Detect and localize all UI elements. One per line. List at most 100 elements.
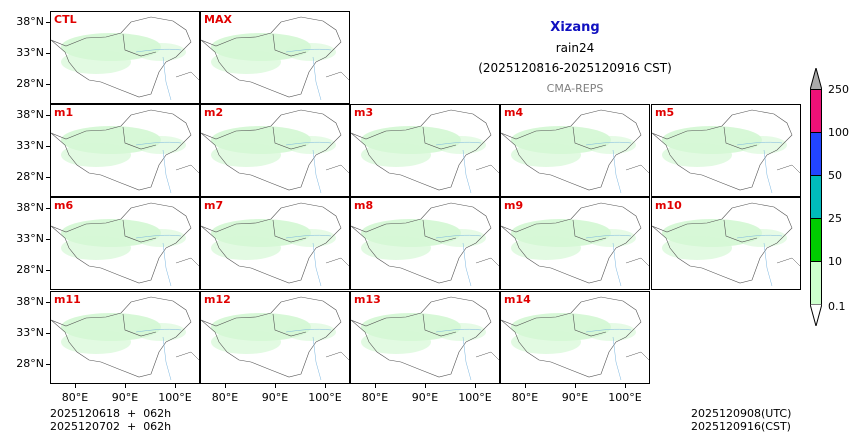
y-tick-mark: [46, 270, 50, 271]
map-panel: m14: [500, 291, 650, 384]
colorbar-segment-50-100: [810, 132, 822, 176]
x-tick-label: 100°E: [158, 391, 192, 404]
x-tick-mark: [125, 384, 126, 388]
x-tick-mark: [325, 384, 326, 388]
y-tick-label: 28°N: [16, 357, 44, 370]
colorbar-segment-100-250: [810, 89, 822, 133]
panel-label: m8: [354, 199, 374, 212]
panel-label: m1: [54, 106, 74, 119]
panel-label: m10: [655, 199, 682, 212]
map-panel: m13: [350, 291, 500, 384]
valid-time-cst: 2025120916(CST): [691, 420, 791, 433]
y-tick-label: 38°N: [16, 201, 44, 214]
y-tick-mark: [46, 53, 50, 54]
map-panel: m3: [350, 104, 500, 197]
x-tick-mark: [75, 384, 76, 388]
map-image: [351, 109, 499, 194]
colorbar-label: 250: [828, 83, 849, 96]
valid-time-utc: 2025120908(UTC): [691, 407, 792, 420]
panel-label: MAX: [204, 13, 232, 26]
x-tick-label: 80°E: [211, 391, 239, 404]
y-tick-label: 33°N: [16, 139, 44, 152]
colorbar-label: 25: [828, 212, 842, 225]
y-tick-label: 38°N: [16, 295, 44, 308]
x-tick-label: 100°E: [308, 391, 342, 404]
y-tick-mark: [46, 177, 50, 178]
panel-label: m9: [504, 199, 524, 212]
chart-variable: rain24: [555, 41, 595, 55]
panel-label: m12: [204, 293, 231, 306]
map-image: [51, 202, 199, 287]
map-image: [51, 296, 199, 381]
map-panel: m2: [200, 104, 350, 197]
map-panel: m7: [200, 197, 350, 290]
colorbar-segment-25-50: [810, 175, 822, 219]
map-panel: m11: [50, 291, 200, 384]
map-panel: m8: [350, 197, 500, 290]
map-image: [501, 109, 649, 194]
map-image: [351, 296, 499, 381]
map-image: [201, 16, 349, 101]
map-image: [201, 109, 349, 194]
x-tick-label: 90°E: [561, 391, 589, 404]
map-panel: m10: [651, 197, 801, 290]
panel-label: m7: [204, 199, 224, 212]
x-tick-label: 100°E: [458, 391, 492, 404]
y-tick-label: 38°N: [16, 108, 44, 121]
init-time-line1: 2025120618 + 062h: [50, 407, 172, 420]
y-tick-label: 33°N: [16, 326, 44, 339]
y-tick-mark: [46, 146, 50, 147]
y-tick-label: 33°N: [16, 232, 44, 245]
y-tick-mark: [46, 302, 50, 303]
y-tick-mark: [46, 208, 50, 209]
map-panel: m6: [50, 197, 200, 290]
map-panel: m9: [500, 197, 650, 290]
y-tick-label: 28°N: [16, 170, 44, 183]
x-tick-label: 80°E: [361, 391, 389, 404]
x-tick-label: 100°E: [608, 391, 642, 404]
map-panel: MAX: [200, 11, 350, 104]
x-tick-label: 90°E: [111, 391, 139, 404]
panel-label: m3: [354, 106, 374, 119]
x-tick-mark: [425, 384, 426, 388]
panel-label: m13: [354, 293, 381, 306]
x-tick-mark: [475, 384, 476, 388]
y-tick-mark: [46, 239, 50, 240]
x-tick-mark: [275, 384, 276, 388]
panel-label: m6: [54, 199, 74, 212]
colorbar-label: 10: [828, 255, 842, 268]
colorbar-segment-10-25: [810, 218, 822, 262]
x-tick-label: 90°E: [261, 391, 289, 404]
map-panel: m4: [500, 104, 650, 197]
y-tick-mark: [46, 364, 50, 365]
chart-period: (2025120816-2025120916 CST): [478, 61, 672, 75]
y-tick-label: 28°N: [16, 263, 44, 276]
colorbar-label: 100: [828, 126, 849, 139]
map-image: [51, 16, 199, 101]
panel-label: m4: [504, 106, 524, 119]
map-image: [652, 202, 800, 287]
map-panel: m1: [50, 104, 200, 197]
map-image: [351, 202, 499, 287]
map-image: [501, 296, 649, 381]
map-image: [51, 109, 199, 194]
x-tick-mark: [575, 384, 576, 388]
map-image: [652, 109, 800, 194]
colorbar-over-arrow: [810, 68, 822, 90]
panel-label: CTL: [54, 13, 77, 26]
map-image: [201, 202, 349, 287]
x-tick-label: 90°E: [411, 391, 439, 404]
x-tick-mark: [525, 384, 526, 388]
map-panel: m5: [651, 104, 801, 197]
x-tick-mark: [375, 384, 376, 388]
colorbar-segment-0.1-10: [810, 261, 822, 305]
panel-label: m14: [504, 293, 531, 306]
y-tick-label: 33°N: [16, 46, 44, 59]
panel-label: m11: [54, 293, 81, 306]
y-tick-mark: [46, 333, 50, 334]
y-tick-mark: [46, 115, 50, 116]
chart-source: CMA-REPS: [546, 82, 604, 95]
x-tick-mark: [175, 384, 176, 388]
colorbar-label: 0.1: [828, 300, 846, 313]
y-tick-mark: [46, 22, 50, 23]
